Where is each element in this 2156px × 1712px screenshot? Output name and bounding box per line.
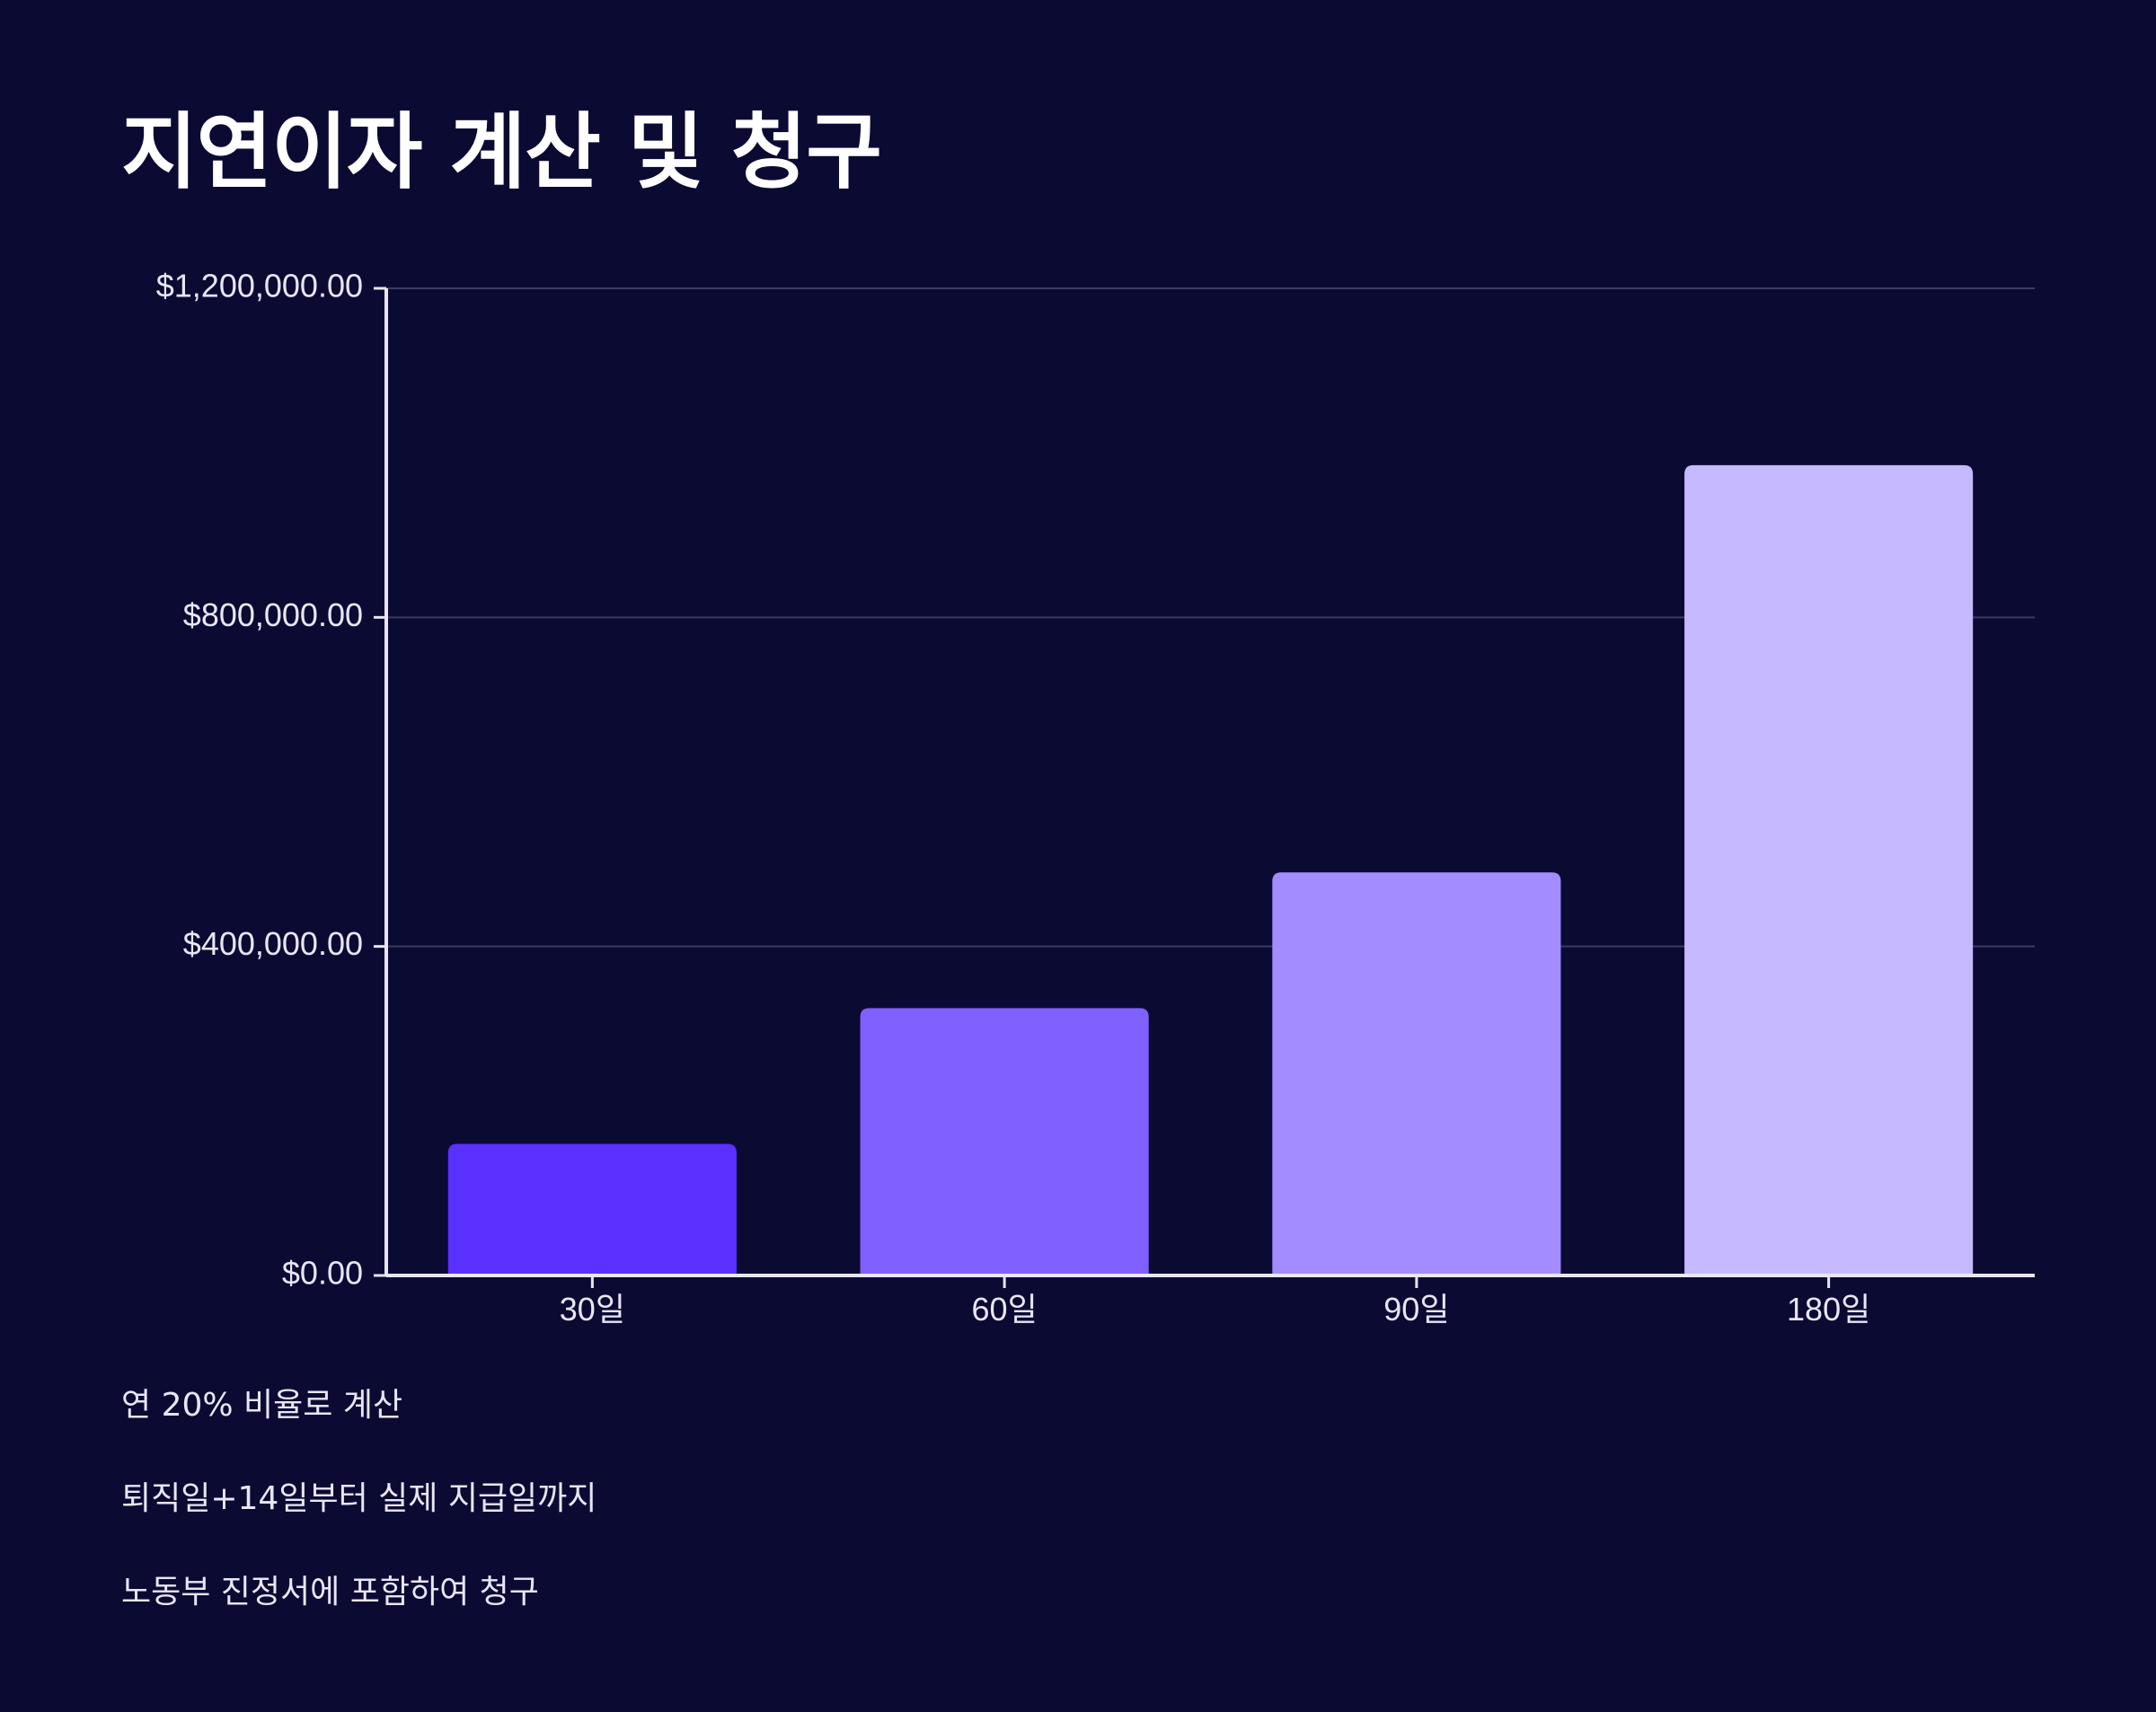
- y-tick-label: $0.00: [282, 1255, 363, 1292]
- y-tick-label: $1,200,000.00: [156, 268, 363, 304]
- chart-title: 지연이자 계산 및 청구: [121, 104, 882, 200]
- tick-labels: $0.00 $400,000.00 $800,000.00 $1,200,000.00…: [156, 268, 1870, 1328]
- x-tick-label: 30일: [560, 1291, 625, 1328]
- note-claim: 노동부 진정서에 포함하여 청구: [121, 1574, 539, 1611]
- bar-90일: [1272, 872, 1561, 1275]
- y-tick-label: $400,000.00: [183, 925, 363, 962]
- x-tick-label: 60일: [972, 1291, 1038, 1328]
- axes: [374, 287, 2035, 1288]
- bar-30일: [447, 1143, 737, 1275]
- bar-180일: [1684, 464, 1974, 1275]
- bars: [447, 464, 1974, 1275]
- bar-60일: [860, 1008, 1149, 1275]
- y-tick-label: $800,000.00: [183, 596, 363, 633]
- note-rate: 연 20% 비율로 계산: [121, 1387, 403, 1424]
- x-tick-label: 90일: [1383, 1291, 1449, 1328]
- x-tick-label: 180일: [1787, 1291, 1870, 1328]
- note-period: 퇴직일+14일부터 실제 지급일까지: [121, 1480, 597, 1517]
